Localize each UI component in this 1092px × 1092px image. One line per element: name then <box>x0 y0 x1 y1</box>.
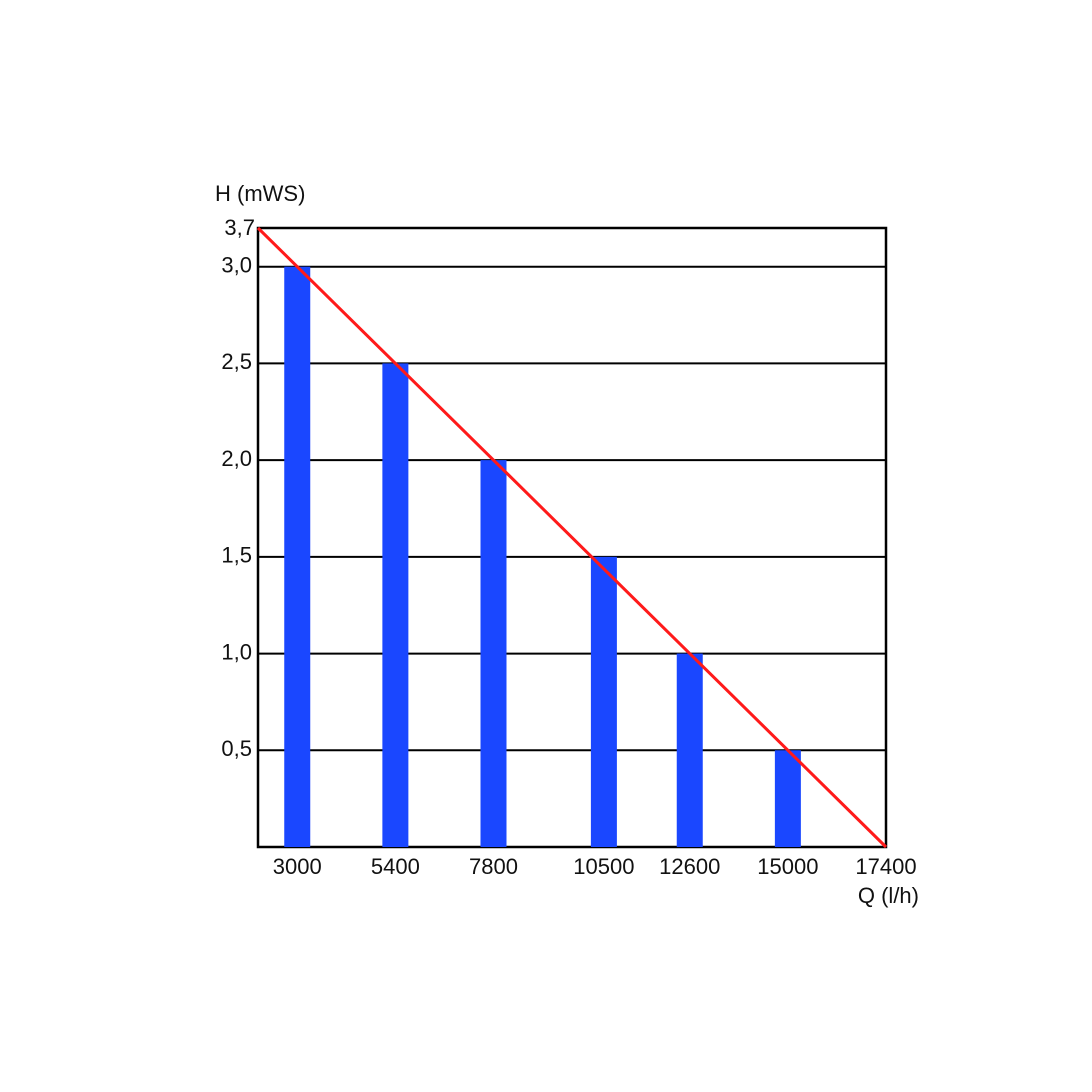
bar <box>590 556 617 847</box>
y-top-label: 3,7 <box>224 215 255 240</box>
y-tick-label: 3,0 <box>221 253 252 278</box>
x-tick-label: 15000 <box>757 854 818 879</box>
y-tick-label: 2,5 <box>221 349 252 374</box>
x-tick-label: 17400 <box>855 854 916 879</box>
bar <box>284 266 311 847</box>
y-tick-label: 2,0 <box>221 446 252 471</box>
line <box>256 226 888 849</box>
x-axis-label: Q (l/h) <box>858 883 919 908</box>
x-tick-label: 5400 <box>371 854 420 879</box>
y-tick-label: 0,5 <box>221 736 252 761</box>
x-tick-label: 3000 <box>273 854 322 879</box>
bar <box>676 653 703 847</box>
y-tick-label: 1,0 <box>221 639 252 664</box>
bar <box>382 363 409 847</box>
y-tick-label: 1,5 <box>221 543 252 568</box>
x-tick-label: 7800 <box>469 854 518 879</box>
plot-frame <box>256 226 888 849</box>
bar <box>774 750 801 847</box>
bar <box>480 460 507 847</box>
x-tick-label: 10500 <box>573 854 634 879</box>
y-axis-label: H (mWS) <box>215 181 305 206</box>
x-tick-label: 12600 <box>659 854 720 879</box>
